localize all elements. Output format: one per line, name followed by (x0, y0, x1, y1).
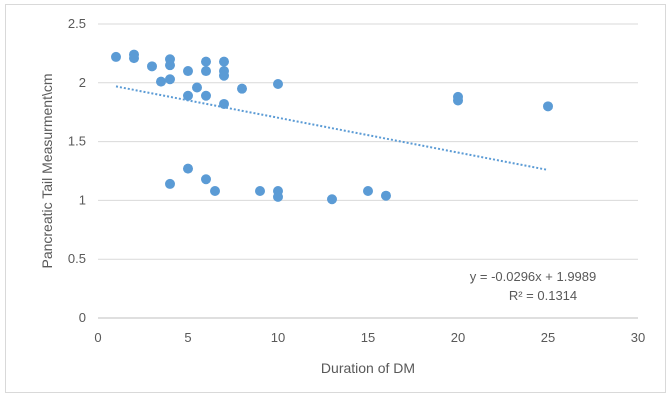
data-point (192, 82, 202, 93)
data-point (453, 95, 463, 106)
y-tick-label: 1.5 (68, 134, 86, 149)
x-tick-label: 30 (631, 330, 645, 345)
y-tick-label: 2 (79, 75, 86, 90)
data-point (273, 78, 283, 89)
x-tick-label: 10 (271, 330, 285, 345)
data-point (210, 185, 220, 196)
data-point (327, 194, 337, 205)
data-point (237, 83, 247, 94)
x-tick-label: 15 (361, 330, 375, 345)
data-point (201, 56, 211, 67)
x-tick-label: 5 (184, 330, 191, 345)
data-point (201, 174, 211, 185)
data-point (201, 66, 211, 77)
data-point (201, 90, 211, 101)
data-point (111, 51, 121, 62)
y-tick-label: 0.5 (68, 251, 86, 266)
y-tick-label: 2.5 (68, 16, 86, 31)
trendline (115, 85, 549, 171)
x-axis-label: Duration of DM (321, 360, 415, 376)
data-point (381, 190, 391, 201)
data-point (147, 61, 157, 72)
data-point (543, 101, 553, 112)
y-tick-label: 1 (79, 192, 86, 207)
gridlines (98, 23, 638, 319)
data-point (165, 60, 175, 71)
data-point (129, 53, 139, 64)
x-tick-label: 25 (541, 330, 555, 345)
y-axis-label: Pancreatic Tail Measurment\cm (39, 73, 55, 268)
data-point (255, 185, 265, 196)
data-point (219, 56, 229, 67)
trendline-group (115, 85, 549, 171)
data-point (219, 98, 229, 109)
data-point (165, 178, 175, 189)
x-tick-label: 0 (94, 330, 101, 345)
x-tick-label: 20 (451, 330, 465, 345)
data-point (219, 70, 229, 81)
data-point (156, 76, 166, 87)
data-point (183, 66, 193, 77)
y-tick-label: 0 (79, 310, 86, 325)
data-point (273, 191, 283, 202)
data-point (165, 74, 175, 85)
trendline-r-squared: R² = 0.1314 (509, 288, 577, 303)
data-point (363, 185, 373, 196)
tick-labels: 0 0.5 1 1.5 2 2.5 0 5 10 15 20 25 30 (68, 16, 645, 345)
data-point (183, 90, 193, 101)
trendline-equation: y = -0.0296x + 1.9989 (470, 269, 596, 284)
data-points (111, 49, 553, 205)
data-point (183, 163, 193, 174)
